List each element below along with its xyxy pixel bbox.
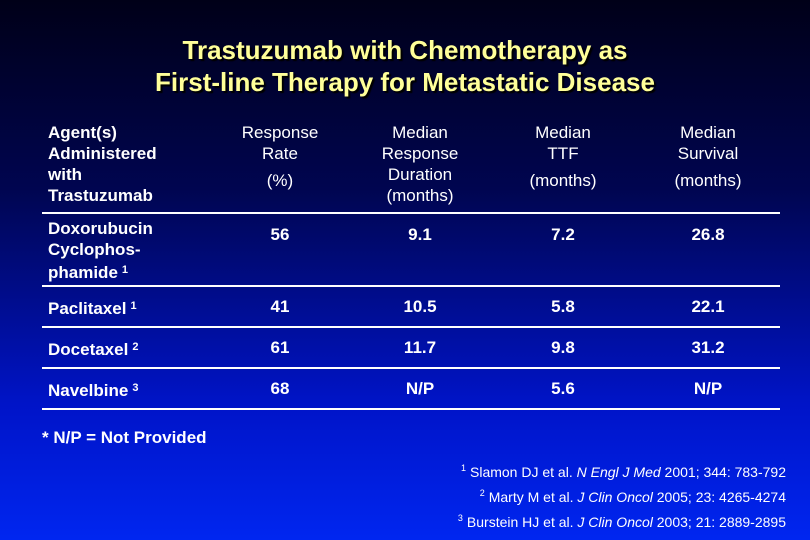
reference-marker: 2 [132,341,139,353]
reference-citation: 2003; 21: 2889-2895 [656,514,786,530]
agent-name-line: Cyclophos- [48,240,141,259]
agent-cell: Navelbine 3 [48,378,218,401]
reference-item: 2 Marty M et al. J Clin Oncol 2005; 23: 4… [458,483,786,508]
header-median-ttf: Median TTF (months) [504,122,622,191]
footnote-not-provided: * N/P = Not Provided [42,428,207,447]
ttf-cell: 5.8 [551,297,575,316]
agent-name-line: Doxorubucin [48,219,153,238]
header-duration-line: Median [392,123,448,142]
table-row: Navelbine 3 68 N/P 5.6 N/P [42,369,780,410]
response-duration-cell: N/P [405,379,435,398]
reference-authors: Burstein HJ et al. [466,514,574,530]
header-agents-line: Agent(s) [48,123,117,142]
slide-title-line-2: First-line Therapy for Metastatic Diseas… [155,67,655,97]
ttf-cell: 7.2 [551,225,575,244]
reference-marker: 1 [121,264,129,276]
ttf-cell: 5.6 [551,379,575,398]
response-duration-cell: 11.7 [403,338,437,357]
reference-number: 1 [460,463,466,473]
survival-cell: 31.2 [691,338,725,357]
response-rate-cell: 61 [270,338,290,357]
header-ttf-line: TTF [547,144,579,163]
reference-item: 1 Slamon DJ et al. N Engl J Med 2001; 344… [458,458,786,483]
agent-name-line: phamide [48,263,118,282]
header-agents-line: Administered [48,144,157,163]
table-row: Doxorubucin Cyclophos- phamide 1 56 9.1 7… [42,214,780,287]
table-header-row: Agent(s) Administered with Trastuzumab R… [42,118,780,214]
slide-title-line-1: Trastuzumab with Chemotherapy as [182,35,628,65]
table-row: Paclitaxel 1 41 10.5 5.8 22.1 [42,287,780,328]
header-duration-line: Duration [387,165,453,184]
reference-journal: N Engl J Med [576,464,661,480]
header-response-rate-units: (%) [266,171,294,190]
ttf-cell: 9.8 [551,338,575,357]
reference-item: 3 Burstein HJ et al. J Clin Oncol 2003; 2… [458,508,786,533]
header-ttf-line: Median [535,123,591,142]
header-survival-line: Median [680,123,736,142]
reference-citation: 2001; 344: 783-792 [664,464,786,480]
survival-cell: 22.1 [691,297,725,316]
agent-cell: Doxorubucin Cyclophos- phamide 1 [48,218,218,283]
response-rate-cell: 56 [270,225,290,244]
header-response-rate-line: Rate [262,144,298,163]
results-table: Agent(s) Administered with Trastuzumab R… [42,118,780,410]
response-rate-cell: 68 [270,379,290,398]
reference-journal: J Clin Oncol [577,514,653,530]
header-survival-units: (months) [674,171,742,190]
header-survival-line: Survival [677,144,739,163]
reference-journal: J Clin Oncol [577,489,653,505]
header-response-rate: Response Rate (%) [230,122,330,191]
slide-title: Trastuzumab with Chemotherapy as First-l… [0,34,810,98]
agent-cell: Paclitaxel 1 [48,296,218,319]
header-agents: Agent(s) Administered with Trastuzumab [48,122,218,206]
table-row: Docetaxel 2 61 11.7 9.8 31.2 [42,328,780,369]
header-median-survival: Median Survival (months) [643,122,773,191]
reference-citation: 2005; 23: 4265-4274 [656,489,786,505]
header-agents-line: Trastuzumab [48,186,153,205]
references: 1 Slamon DJ et al. N Engl J Med 2001; 344… [458,458,786,533]
response-duration-cell: 9.1 [408,225,432,244]
header-median-response-duration: Median Response Duration (months) [360,122,480,206]
agent-name-line: Docetaxel [48,340,129,359]
survival-cell: N/P [693,379,723,398]
response-rate-cell: 41 [270,297,290,316]
agent-name-line: Paclitaxel [48,299,127,318]
header-duration-line: Response [381,144,459,163]
header-response-rate-line: Response [241,123,319,142]
reference-authors: Slamon DJ et al. [470,464,573,480]
reference-number: 2 [479,488,485,498]
header-ttf-units: (months) [529,171,597,190]
agent-name-line: Navelbine [48,381,129,400]
reference-marker: 3 [132,382,139,394]
reference-marker: 1 [130,300,137,312]
response-duration-cell: 10.5 [403,297,437,316]
reference-authors: Marty M et al. [488,489,574,505]
header-agents-line: with [48,165,82,184]
agent-cell: Docetaxel 2 [48,337,218,360]
reference-number: 3 [457,513,463,523]
header-duration-line: (months) [386,186,454,205]
survival-cell: 26.8 [691,225,725,244]
